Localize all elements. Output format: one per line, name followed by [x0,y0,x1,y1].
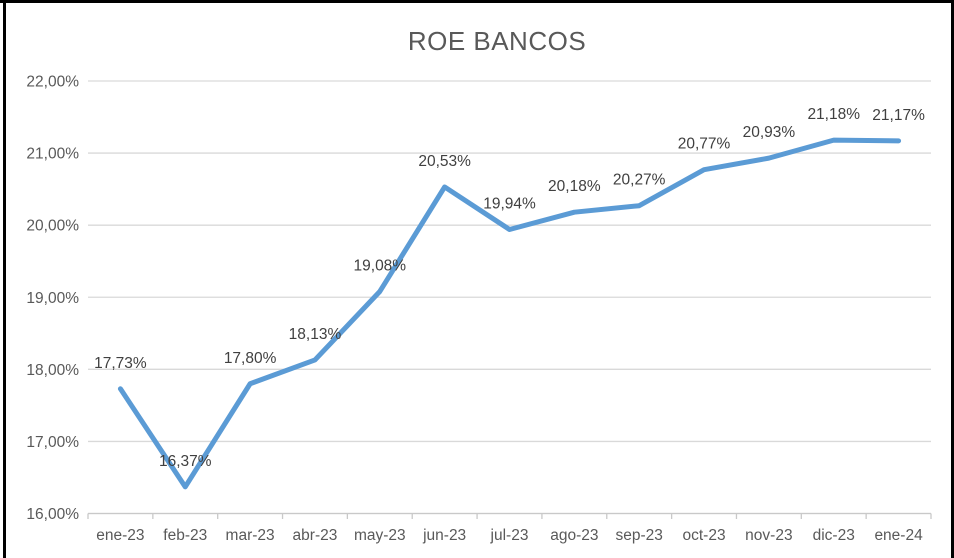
y-tick-label: 21,00% [26,146,79,163]
y-tick-label: 19,00% [26,290,79,307]
data-label: 21,17% [872,107,925,124]
data-label: 17,73% [94,355,147,372]
data-label: 20,93% [743,124,796,141]
y-tick-label: 16,00% [26,506,79,523]
x-tick-label: mar-23 [226,527,275,544]
data-label: 19,08% [354,257,407,274]
x-tick-label: feb-23 [163,527,207,544]
window-border-left [3,0,6,558]
y-tick-label: 18,00% [26,362,79,379]
x-tick-label: nov-23 [745,527,792,544]
window-border-top [0,0,954,3]
data-label: 20,77% [678,136,731,153]
data-label: 20,27% [613,172,666,189]
data-label: 21,18% [807,106,860,123]
x-tick-label: ene-24 [874,527,923,544]
chart-title: ROE BANCOS [407,26,587,56]
data-label: 20,18% [548,178,601,195]
x-tick-label: jul-23 [490,527,529,544]
window-border-right [951,0,954,558]
x-tick-label: jun-23 [422,527,466,544]
y-tick-label: 17,00% [26,434,79,451]
data-label: 20,53% [418,153,471,170]
data-label: 17,80% [224,350,277,367]
x-tick-label: ene-23 [96,527,144,544]
x-tick-label: sep-23 [615,527,662,544]
x-tick-label: dic-23 [813,527,855,544]
y-tick-label: 20,00% [26,218,79,235]
x-tick-label: oct-23 [682,527,725,544]
data-label: 19,94% [483,195,536,212]
y-tick-label: 22,00% [26,74,79,91]
roe-series-line [117,137,902,490]
x-tick-label: ago-23 [550,527,598,544]
x-tick-label: may-23 [354,527,406,544]
data-label: 18,13% [289,326,342,343]
data-label: 16,37% [159,453,212,470]
x-tick-label: abr-23 [293,527,338,544]
